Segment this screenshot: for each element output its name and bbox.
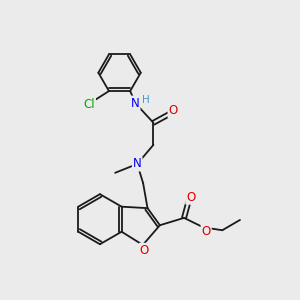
Text: O: O [202, 225, 211, 238]
Text: H: H [142, 95, 149, 105]
Text: Cl: Cl [83, 98, 95, 111]
Text: O: O [186, 191, 195, 204]
Text: N: N [133, 158, 142, 170]
Text: N: N [131, 97, 140, 110]
Text: O: O [169, 104, 178, 118]
Text: O: O [140, 244, 149, 257]
